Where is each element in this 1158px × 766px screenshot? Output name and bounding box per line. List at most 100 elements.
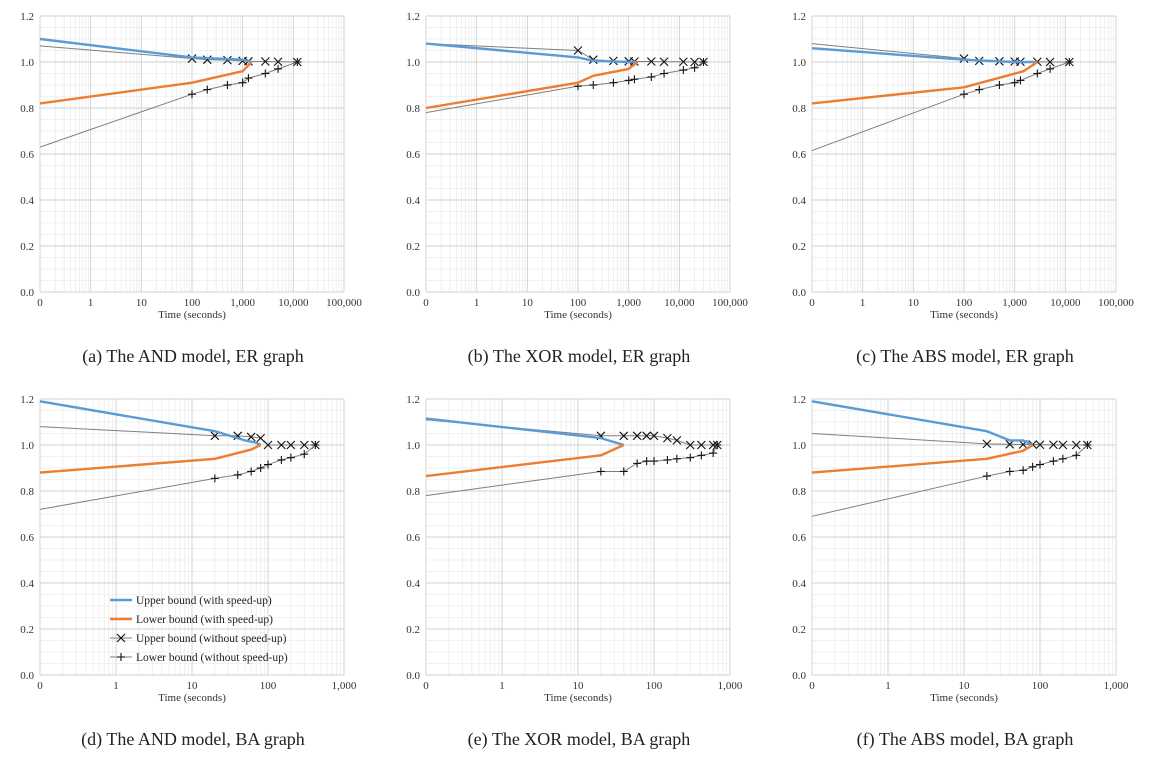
data-point-plus	[663, 455, 672, 464]
x-tick-label: 100	[260, 680, 277, 692]
x-tick-label: 100	[1032, 680, 1049, 692]
data-point-plus	[709, 449, 718, 458]
data-point-x	[286, 440, 296, 450]
x-tick-label: 1,000	[1002, 297, 1027, 309]
x-tick-label: 100,000	[326, 297, 362, 309]
data-point-plus	[690, 63, 699, 72]
data-point-x	[662, 433, 672, 443]
data-point-plus	[679, 66, 688, 75]
caption-and-er: (a) The AND model, ER graph	[82, 346, 304, 366]
x-axis-title: Time (seconds)	[930, 309, 998, 321]
series-upper-bound-with-speed-up	[39, 400, 262, 447]
series-line-upper-bound-with-speed-up	[39, 37, 252, 64]
x-tick-label: 10,000	[1050, 297, 1081, 309]
series-line-upper-bound-with-speed-up	[811, 400, 1034, 447]
grid	[425, 398, 731, 676]
series-lower-bound-with-speed-up	[811, 443, 1034, 474]
data-point-x	[1048, 440, 1058, 450]
y-tick-label: 0.0	[20, 287, 34, 299]
series-line-upper-bound-without-speed-up	[39, 426, 316, 446]
series-line-lower-bound-without-speed-up	[811, 444, 1088, 517]
data-point-x	[256, 433, 266, 443]
chart-panel-xor-er: 0.0 0.2 0.4 0.6 0.8 1.0 1.2 0 1 10 100 1,000 10,000 1…	[386, 0, 772, 383]
chart-panel-and-er: 0.0 0.2 0.4 0.6 0.8 1.0 1.2 0 1 10 100 1,000 10,000 1…	[0, 0, 386, 383]
chart-xor-ba: 0.0 0.2 0.4 0.6 0.8 1.0 1.2 0 1 10 100 1,000 Time (s…	[406, 394, 743, 704]
series-lower-bound-without-speed-up	[811, 441, 1092, 517]
data-point-plus	[1016, 76, 1025, 85]
series-upper-bound-without-speed-up	[425, 419, 722, 450]
data-point-x	[1035, 440, 1045, 450]
legend-label: Lower bound (without speed-up)	[136, 652, 288, 664]
data-point-plus	[609, 78, 618, 87]
y-tick-label: 0.4	[406, 578, 420, 590]
x-tick-label: 1	[88, 297, 94, 309]
y-tick-label: 0.8	[406, 486, 420, 498]
data-point-plus	[286, 453, 295, 462]
data-point-plus	[1072, 451, 1081, 460]
x-tick-label: 10	[136, 297, 148, 309]
legend-label: Lower bound (with speed-up)	[136, 614, 273, 626]
x-axis-title: Time (seconds)	[158, 692, 226, 704]
series-lower-bound-with-speed-up	[811, 61, 1038, 105]
chart-and-er: 0.0 0.2 0.4 0.6 0.8 1.0 1.2 0 1 10 100 1,000 10,000 1…	[20, 11, 362, 321]
grid	[425, 15, 731, 293]
data-point-plus	[660, 69, 669, 78]
data-point-plus	[1005, 467, 1014, 476]
chart-panel-abs-er: 0.0 0.2 0.4 0.6 0.8 1.0 1.2 0 1 10 100 1,000 10,000 1…	[772, 0, 1158, 383]
data-point-plus	[238, 78, 247, 87]
x-tick-label: 1	[113, 680, 119, 692]
legend-label: Upper bound (without speed-up)	[136, 633, 287, 645]
y-tick-label: 0.4	[792, 578, 806, 590]
data-point-plus	[188, 90, 196, 99]
data-point-plus	[233, 470, 242, 479]
x-tick-label: 0	[37, 297, 43, 309]
legend-item-upper-bound-without-speed-up: Upper bound (without speed-up)	[110, 633, 287, 645]
chart-panel-and-ba: 0.0 0.2 0.4 0.6 0.8 1.0 1.2 0 1 10 100 1,000 Time (s…	[0, 383, 386, 766]
series-upper-bound-with-speed-up	[811, 47, 1038, 64]
chart-xor-er: 0.0 0.2 0.4 0.6 0.8 1.0 1.2 0 1 10 100 1,000 10,000 1…	[406, 11, 748, 321]
y-tick-label: 1.0	[20, 57, 34, 69]
x-tick-label: 100	[570, 297, 587, 309]
x-tick-label: 100	[184, 297, 201, 309]
series-line-lower-bound-with-speed-up	[39, 443, 262, 474]
series-line-lower-bound-with-speed-up	[39, 61, 253, 105]
data-point-plus	[1046, 64, 1055, 73]
y-tick-label: 0.6	[20, 532, 34, 544]
data-point-x	[690, 57, 699, 67]
data-point-plus	[1019, 466, 1028, 475]
data-point-x	[1005, 439, 1015, 449]
x-tick-label: 10,000	[278, 297, 309, 309]
data-point-x	[982, 439, 992, 449]
y-tick-label: 1.2	[792, 394, 806, 406]
series-line-lower-bound-without-speed-up	[39, 444, 316, 510]
x-tick-label: 100,000	[1098, 297, 1134, 309]
y-tick-label: 1.2	[406, 11, 420, 23]
series-upper-bound-with-speed-up	[425, 417, 625, 447]
y-tick-label: 1.0	[406, 57, 420, 69]
x-tick-label: 1	[474, 297, 480, 309]
data-point-plus	[672, 454, 681, 463]
y-tick-label: 0.6	[406, 149, 420, 161]
x-tick-label: 100	[646, 680, 663, 692]
chart-and-ba: 0.0 0.2 0.4 0.6 0.8 1.0 1.2 0 1 10 100 1,000 Time (s…	[20, 394, 357, 704]
data-point-plus	[293, 58, 302, 66]
y-tick-label: 0.4	[406, 195, 420, 207]
data-point-plus	[1049, 457, 1058, 466]
y-tick-label: 0.0	[406, 670, 420, 682]
data-point-x	[276, 440, 286, 450]
x-tick-label: 10	[908, 297, 920, 309]
data-point-x	[642, 431, 652, 441]
y-tick-label: 0.2	[406, 624, 420, 636]
data-point-x	[1071, 440, 1081, 450]
x-tick-label: 1,000	[616, 297, 641, 309]
series-lower-bound-without-speed-up	[425, 441, 722, 497]
chart-abs-er: 0.0 0.2 0.4 0.6 0.8 1.0 1.2 0 1 10 100 1,000 10,000 1…	[792, 11, 1134, 321]
data-point-plus	[247, 467, 256, 476]
y-tick-label: 0.8	[792, 486, 806, 498]
data-point-x	[646, 57, 656, 66]
data-point-plus	[1033, 69, 1042, 78]
data-point-x	[685, 440, 695, 450]
x-tick-label: 0	[423, 680, 429, 692]
series-line-lower-bound-with-speed-up	[425, 61, 639, 110]
x-axis-title: Time (seconds)	[544, 692, 612, 704]
